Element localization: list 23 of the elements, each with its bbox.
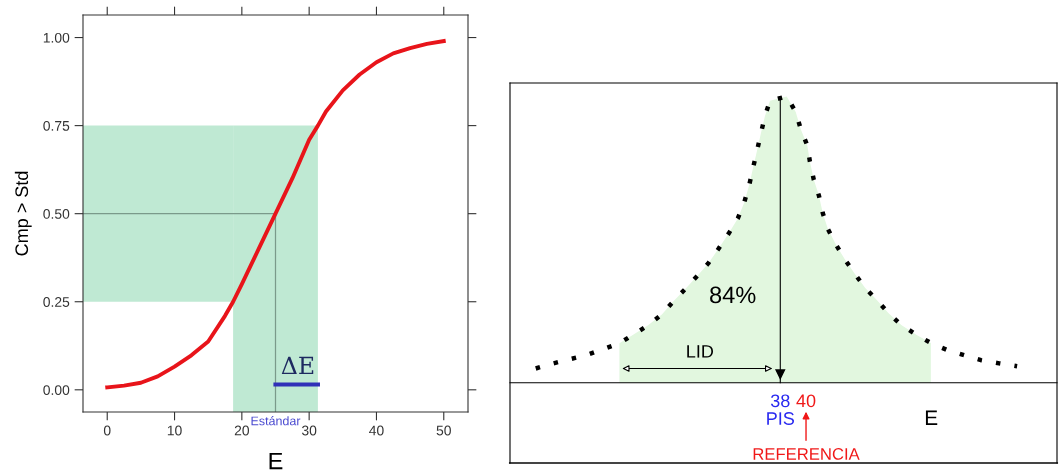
x-tick-label: 38	[770, 394, 790, 408]
line-series	[105, 39, 446, 390]
y-tick-label: 1.00	[43, 32, 70, 43]
x-tick-label: 50	[436, 425, 451, 436]
x-tick-label: 20	[234, 425, 250, 436]
y-tick-label: 0.00	[43, 385, 70, 395]
y-tick-label: 0.25	[43, 297, 70, 307]
ref-line-label: Estándar	[251, 416, 301, 426]
x-axis-title: E	[269, 452, 283, 470]
annotation: LID	[687, 345, 714, 358]
text: REFERENCIA	[753, 448, 860, 460]
x-axis-title: E	[925, 410, 938, 425]
y-tick-label: 0.50	[43, 209, 70, 219]
y-axis-title: Cmp > Std	[14, 171, 32, 256]
annotation: 84%	[710, 286, 756, 304]
x-tick-label: 10	[167, 425, 182, 436]
text: PIS	[767, 412, 794, 425]
x-tick-label: 0	[103, 425, 111, 436]
x-tick-label: 40	[369, 425, 384, 436]
x-tick-label: 40	[796, 394, 816, 408]
x-tick-label: 30	[301, 425, 317, 436]
series-label: ΔE	[281, 356, 314, 375]
y-tick-label: 0.75	[43, 120, 70, 131]
